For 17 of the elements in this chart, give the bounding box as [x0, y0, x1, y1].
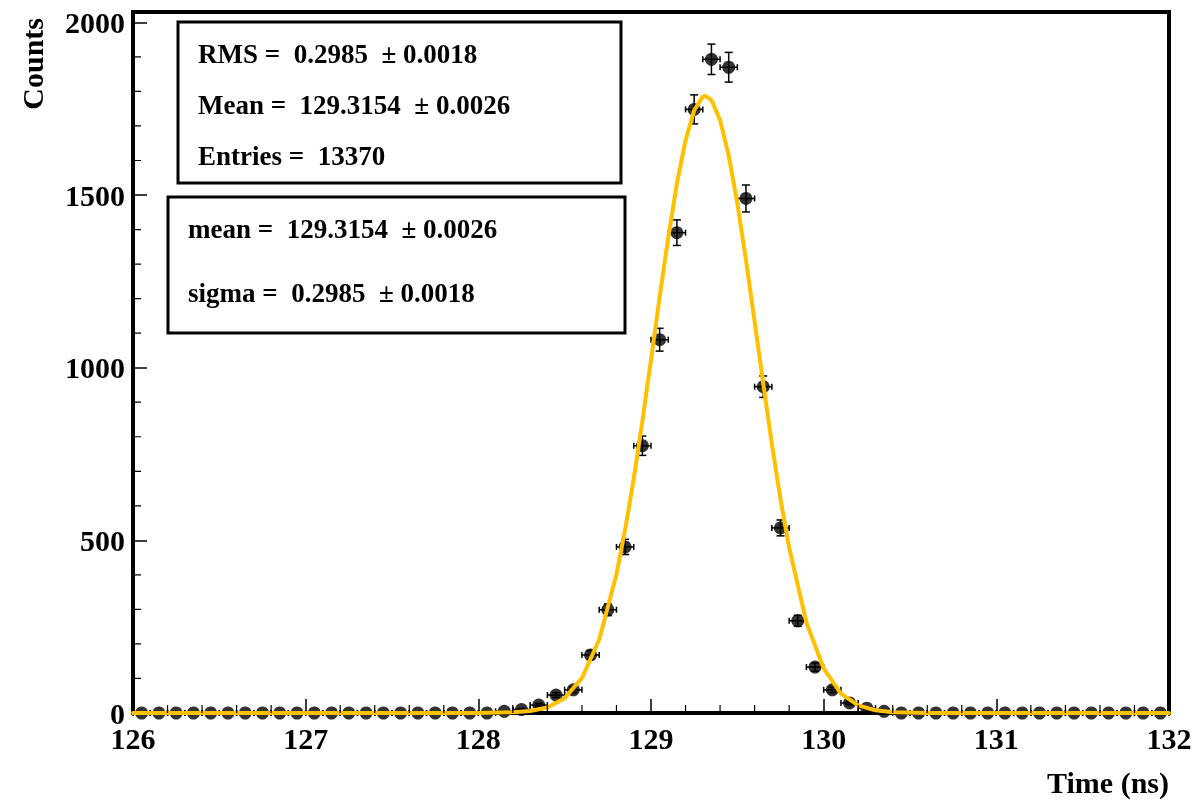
x-tick-label: 132: [1146, 721, 1192, 755]
y-tick-label: 1000: [65, 351, 125, 385]
x-tick-label: 131: [973, 721, 1019, 755]
y-tick-label: 1500: [65, 178, 125, 212]
x-tick-label: 130: [801, 721, 847, 755]
y-tick-label: 2000: [65, 5, 125, 39]
x-axis-title: Time (ns): [1047, 765, 1169, 800]
annotation: Entries = 13370: [198, 141, 386, 171]
x-tick-label: 129: [628, 721, 674, 755]
annotation: RMS = 0.2985 ± 0.0018: [198, 39, 478, 69]
annotation: sigma = 0.2985 ± 0.0018: [188, 278, 475, 308]
x-tick-label: 127: [283, 721, 329, 755]
annotation: mean = 129.3154 ± 0.0026: [188, 214, 498, 244]
y-axis-title: Counts: [15, 18, 49, 110]
y-tick-label: 500: [80, 523, 125, 557]
annotation: Mean = 129.3154 ± 0.0026: [198, 90, 511, 120]
x-tick-label: 128: [455, 721, 501, 755]
